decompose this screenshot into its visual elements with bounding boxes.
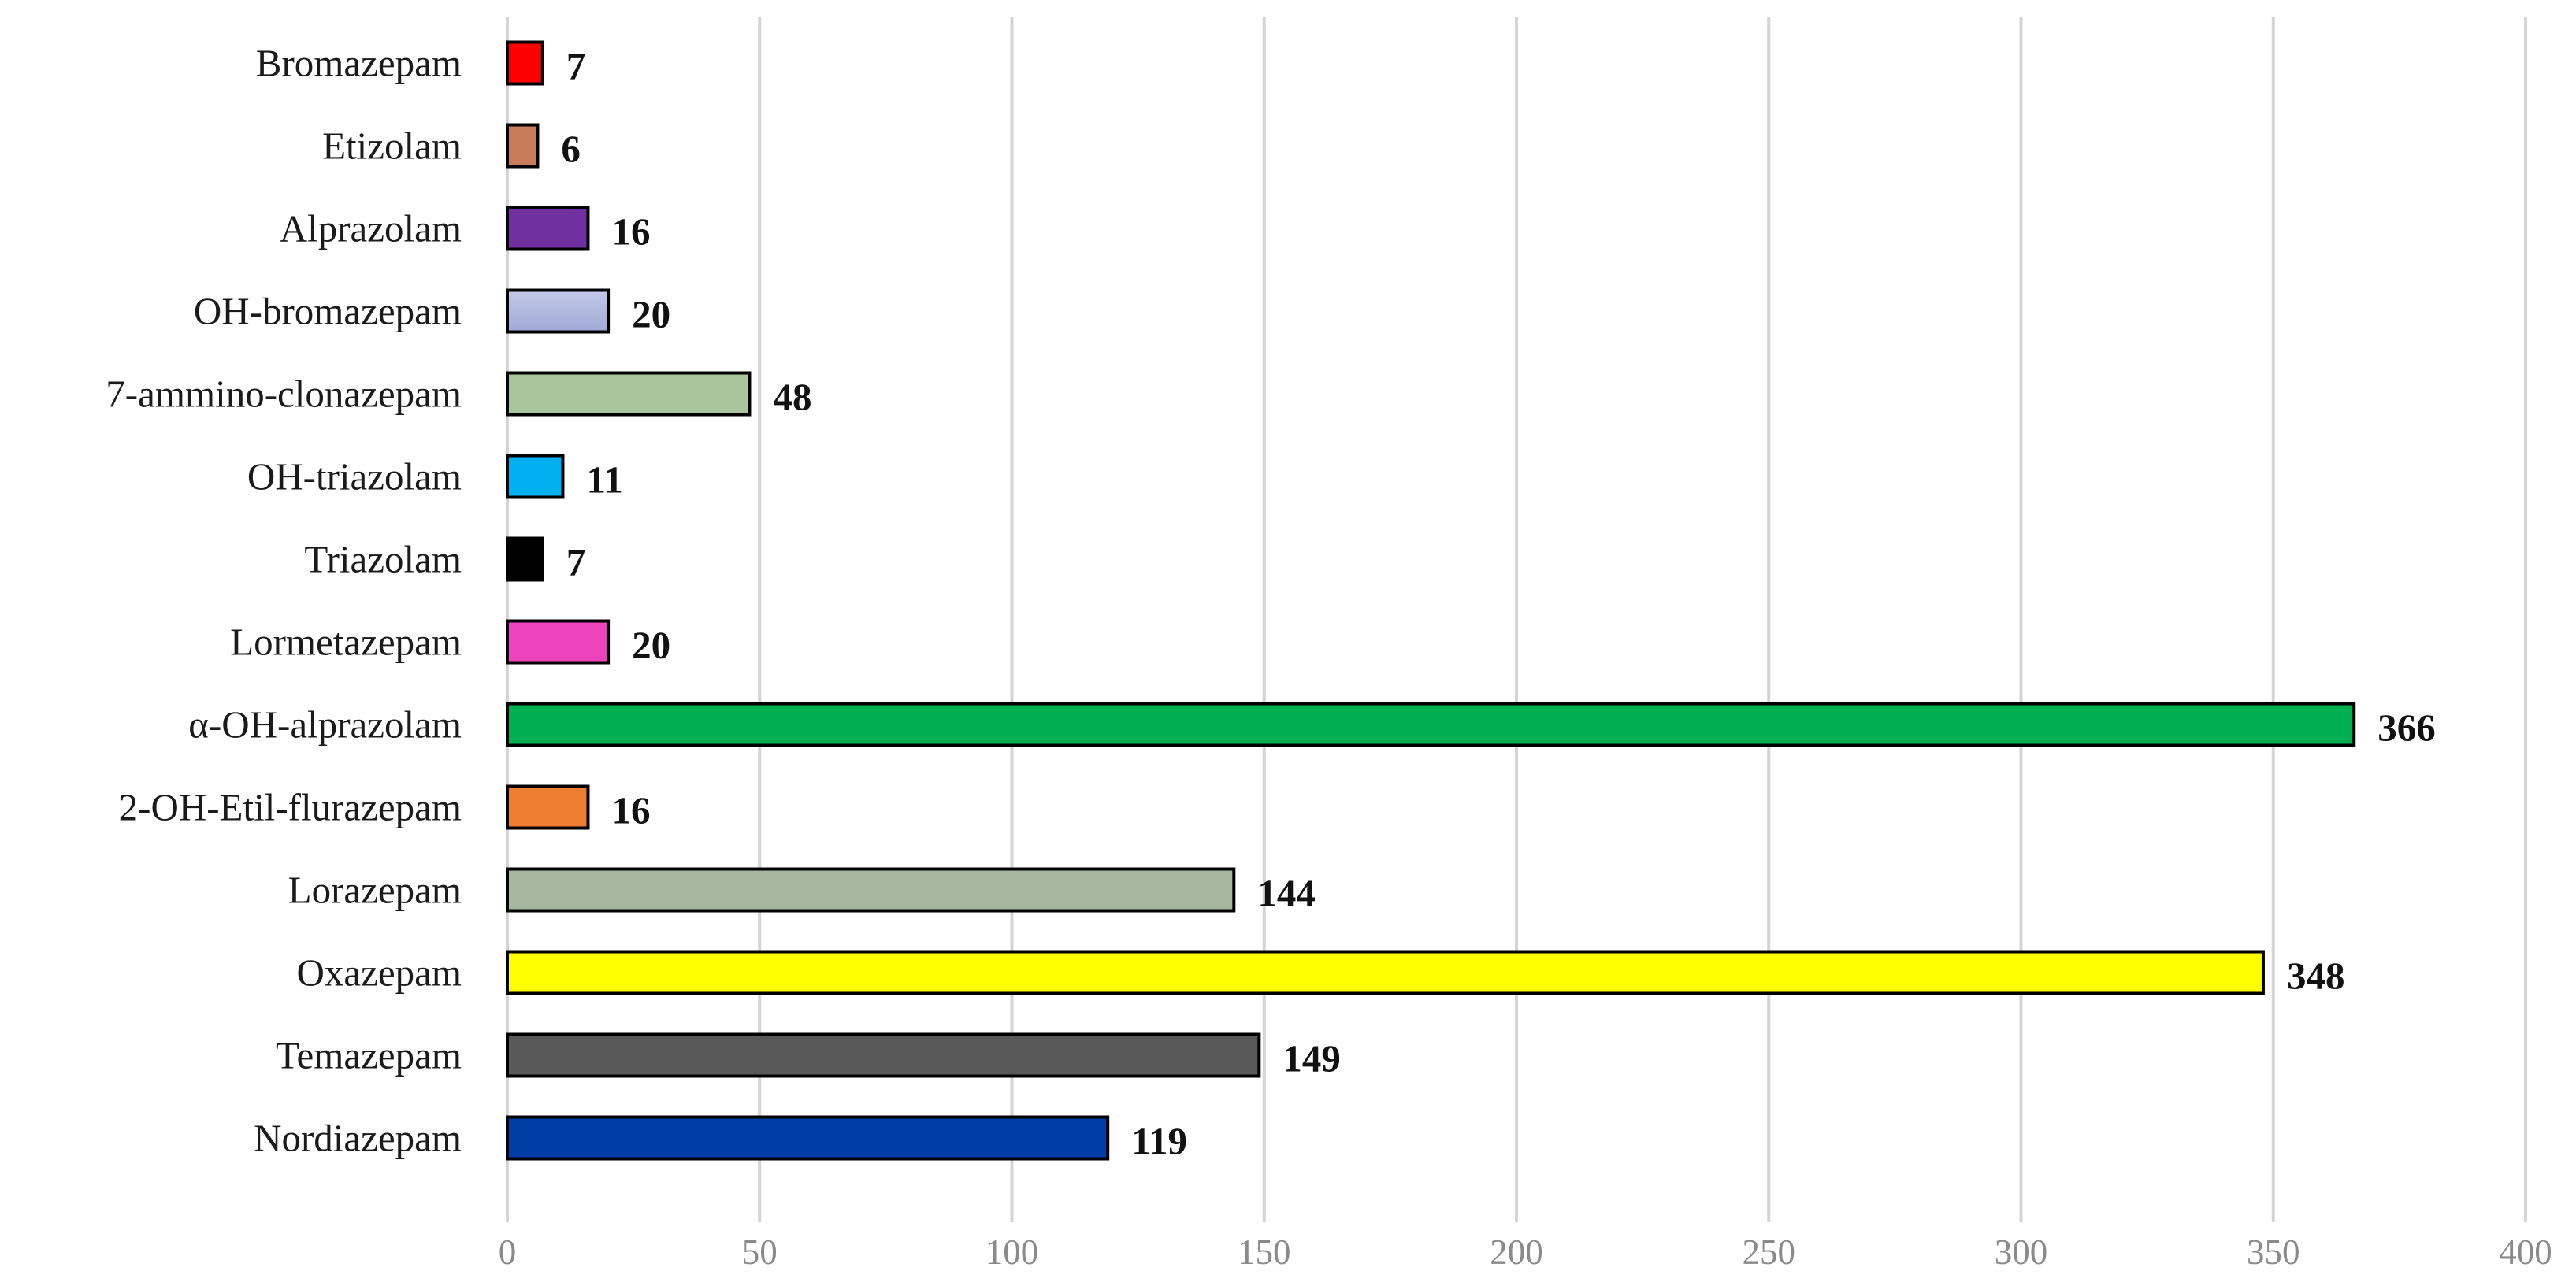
x-tick-label: 100 <box>985 1232 1039 1272</box>
bar <box>506 288 611 334</box>
x-tick-label: 200 <box>1490 1232 1543 1272</box>
value-label: 7 <box>566 541 586 584</box>
category-label: 7-ammino-clonazepam <box>106 372 462 416</box>
category-label: Alprazolam <box>280 207 462 250</box>
grid-layer <box>506 17 2527 1222</box>
value-label: 144 <box>1257 872 1316 915</box>
category-label: Oxazepam <box>297 951 462 995</box>
value-label: 16 <box>611 789 650 832</box>
value-label: 20 <box>632 293 670 336</box>
value-label: 11 <box>586 458 622 502</box>
value-label: 20 <box>632 624 670 667</box>
value-label: 149 <box>1282 1037 1341 1080</box>
bar <box>506 867 1236 913</box>
bar <box>506 1115 1110 1161</box>
x-tick-label: 250 <box>1743 1232 1796 1272</box>
bar <box>506 123 540 169</box>
value-label: 366 <box>2377 706 2436 750</box>
bars-layer <box>506 40 2356 1161</box>
category-label: Nordiazepam <box>254 1117 462 1160</box>
x-tick-label: 400 <box>2499 1232 2552 1272</box>
x-tick-label: 150 <box>1238 1232 1291 1272</box>
labels-layer: Bromazepam 7 Etizolam 6 Alprazolam 16 OH-broma… <box>106 42 2435 1163</box>
value-label: 6 <box>561 128 581 171</box>
x-axis-tick-labels: 0 50 100 150 200 250 300 350 400 <box>499 1232 2552 1272</box>
value-label: 16 <box>611 210 650 254</box>
bar <box>506 950 2265 995</box>
category-label: OH-triazolam <box>247 455 462 498</box>
bar <box>506 1032 1261 1078</box>
category-label: 2-OH-Etil-flurazepam <box>119 786 462 829</box>
bar <box>506 702 2356 747</box>
bar <box>506 371 752 417</box>
value-label: 7 <box>566 45 586 88</box>
category-label: Bromazepam <box>256 42 462 85</box>
category-label: Lorazepam <box>288 869 462 912</box>
category-label: Etizolam <box>322 124 462 168</box>
category-label: Temazepam <box>276 1034 462 1077</box>
bar <box>506 206 590 251</box>
value-label: 48 <box>773 376 811 419</box>
bar <box>506 784 590 830</box>
x-tick-label: 50 <box>742 1232 778 1272</box>
x-tick-label: 0 <box>499 1232 517 1272</box>
bar <box>506 454 565 499</box>
x-tick-label: 350 <box>2247 1232 2300 1272</box>
category-label: Triazolam <box>304 538 462 581</box>
value-label: 348 <box>2287 954 2345 998</box>
category-label: OH-bromazepam <box>194 290 462 333</box>
bar <box>506 619 611 665</box>
category-label: Lormetazepam <box>230 621 462 664</box>
bar <box>506 536 544 582</box>
bar <box>506 40 544 86</box>
category-label: α-OH-alprazolam <box>188 703 462 747</box>
value-label: 119 <box>1131 1120 1187 1163</box>
x-tick-label: 300 <box>1995 1232 2048 1272</box>
